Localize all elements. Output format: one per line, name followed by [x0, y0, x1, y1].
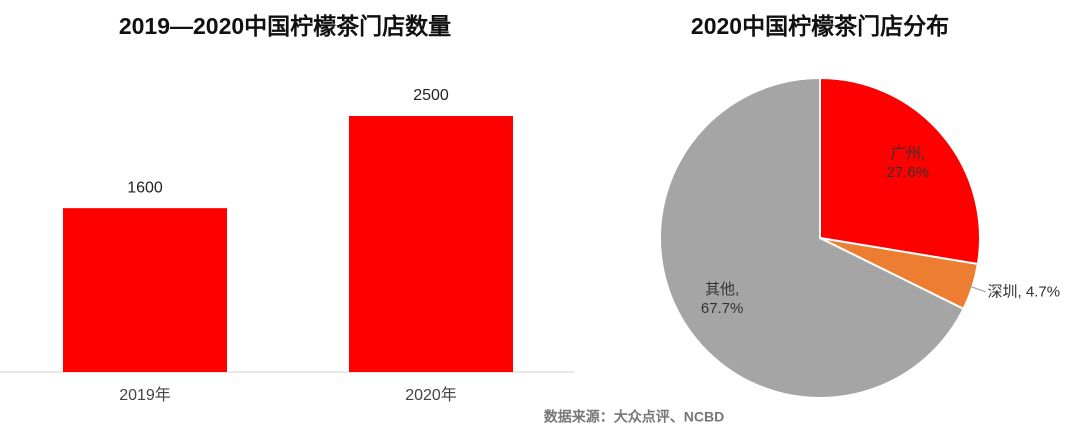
data-label: 深圳, 4.7%: [987, 283, 1061, 301]
data-label: 2500: [413, 87, 449, 104]
source: 数据来源：大众点评、NCBD: [544, 409, 724, 425]
data-label: 其他, 67.7%: [700, 280, 744, 317]
data-label: 1600: [127, 179, 163, 196]
data-label: 广州, 27.6%: [886, 145, 930, 182]
bar-title: 2019—2020中国柠檬茶门店数量: [119, 13, 451, 39]
x-tick-label: 2020年: [405, 386, 457, 404]
pie-title: 2020中国柠檬茶门店分布: [691, 13, 949, 39]
bar: [349, 116, 513, 372]
leader-line: [969, 285, 986, 293]
x-tick-label: 2019年: [119, 386, 171, 404]
bar: [63, 208, 227, 372]
pie-slice: [659, 76, 965, 399]
pie-slice: [819, 76, 981, 266]
